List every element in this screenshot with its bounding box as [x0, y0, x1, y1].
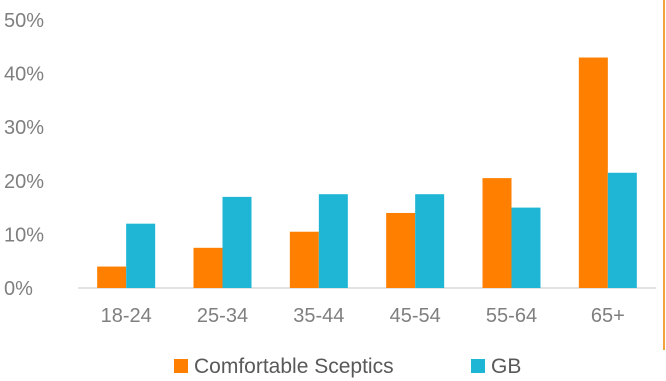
bar-gb — [415, 194, 445, 288]
bars-group — [97, 57, 637, 288]
bar-comfortable-sceptics — [386, 212, 416, 288]
bar-gb — [126, 223, 156, 288]
x-tick-label: 25-34 — [197, 305, 248, 327]
legend-swatch — [471, 359, 485, 373]
bar-gb — [511, 207, 541, 288]
legend-label: GB — [491, 355, 521, 378]
x-tick-label: 35-44 — [293, 305, 344, 327]
bar-comfortable-sceptics — [97, 266, 127, 288]
bar-comfortable-sceptics — [193, 247, 223, 288]
x-tick-label: 55-64 — [486, 305, 537, 327]
right-edge-line — [663, 0, 665, 350]
bar-gb — [222, 196, 252, 288]
y-tick-label: 0% — [4, 278, 33, 300]
y-tick-label: 30% — [4, 117, 44, 139]
y-axis: 0% 10% 20% 30% 40% 50% — [4, 10, 44, 300]
bar-gb — [607, 172, 637, 288]
legend-label: Comfortable Sceptics — [194, 355, 394, 378]
bar-comfortable-sceptics — [289, 231, 319, 288]
x-tick-label: 45-54 — [390, 305, 441, 327]
y-tick-label: 10% — [4, 224, 44, 246]
bar-comfortable-sceptics — [578, 57, 608, 288]
y-tick-label: 50% — [4, 10, 44, 32]
y-tick-label: 40% — [4, 64, 44, 86]
legend: Comfortable Sceptics GB — [174, 355, 521, 378]
legend-swatch — [174, 359, 188, 373]
x-tick-label: 18-24 — [101, 305, 152, 327]
x-tick-label: 65+ — [591, 305, 625, 327]
x-axis: 18-24 25-34 35-44 45-54 55-64 65+ — [101, 305, 625, 327]
y-tick-label: 20% — [4, 171, 44, 193]
bar-gb — [318, 194, 348, 288]
bar-comfortable-sceptics — [482, 178, 512, 288]
